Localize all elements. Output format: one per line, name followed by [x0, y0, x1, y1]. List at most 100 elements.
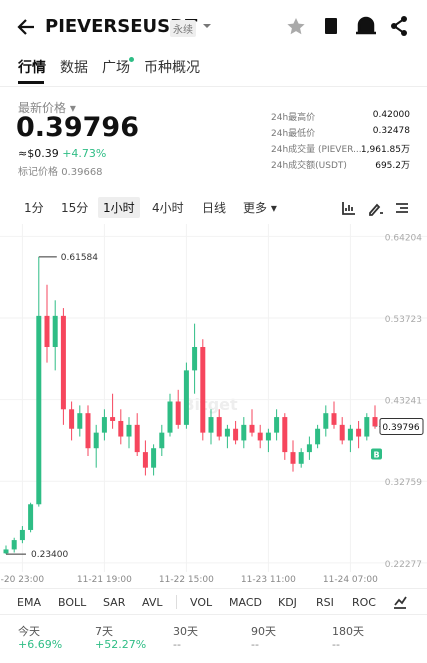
- indicator[interactable]: SAR: [103, 596, 126, 609]
- x-tick-label: 11-21 19:00: [77, 575, 132, 585]
- price-change: +4.73%: [62, 147, 107, 160]
- candle-body: [216, 417, 222, 437]
- last-price: 0.39796: [16, 112, 139, 143]
- indicator[interactable]: MACD: [229, 596, 262, 609]
- indicator[interactable]: BOLL: [58, 596, 87, 609]
- candle-body: [274, 417, 280, 433]
- buy-marker: B: [373, 450, 379, 459]
- indicator[interactable]: RSI: [316, 596, 334, 609]
- candle-body: [265, 432, 271, 441]
- symbol: PIEVERSEUSDT: [45, 16, 198, 37]
- tab[interactable]: 广场: [102, 60, 130, 76]
- stat-label: 24h成交额(USDT): [271, 161, 347, 171]
- header-icons: [17, 16, 407, 36]
- indicator-settings[interactable]: [392, 594, 408, 610]
- symbol-dropdown[interactable]: [203, 24, 211, 28]
- x-tick-label: -20 23:00: [1, 575, 45, 585]
- chart-type-icon[interactable]: [342, 202, 355, 215]
- share-icon[interactable]: [391, 16, 407, 36]
- divider: [0, 86, 427, 87]
- period-change: --: [332, 638, 340, 651]
- candle-body: [118, 420, 124, 437]
- indicator-sep: [176, 595, 177, 609]
- indicator[interactable]: VOL: [190, 596, 213, 609]
- candle-body: [110, 417, 116, 421]
- interval[interactable]: 日线: [202, 201, 227, 215]
- candle-chart: Bitget 0.64204 0.53723 0.43241 0.32759 0.222…: [0, 224, 427, 585]
- x-tick-label: 11-24 07:00: [323, 575, 378, 585]
- y-tick-label: 0.22277: [385, 560, 422, 570]
- candle-body: [60, 315, 66, 410]
- mark-label: 标记价格: [18, 167, 58, 178]
- candle-body: [85, 413, 91, 449]
- indicator[interactable]: ROC: [352, 596, 376, 609]
- period-change: +6.69%: [18, 638, 63, 651]
- candle-body: [151, 448, 157, 468]
- period: 180天: [332, 625, 364, 638]
- candle-body: [372, 417, 378, 427]
- buy-marker-box: [371, 448, 382, 460]
- alert-icon[interactable]: [356, 16, 376, 35]
- candle-body: [126, 424, 132, 437]
- candle-body: [257, 432, 263, 441]
- book-icon[interactable]: [325, 18, 337, 34]
- period: 7天: [95, 625, 113, 638]
- stat-value: 0.32478: [372, 126, 410, 136]
- candle-body: [28, 504, 34, 530]
- candle-body: [224, 428, 230, 437]
- candle-body: [331, 413, 337, 425]
- price-label-text: 最新价格: [18, 101, 67, 115]
- price-label: 最新价格 ▾: [18, 101, 76, 115]
- candle-body: [69, 409, 75, 429]
- candle-body: [290, 452, 296, 464]
- current-price: 0.39796: [382, 423, 419, 433]
- interval[interactable]: 1小时: [98, 197, 140, 218]
- candle-body: [315, 428, 321, 445]
- candle-body: [347, 428, 353, 441]
- stat-label: 24h最高价: [271, 113, 316, 123]
- interval[interactable]: 1分: [24, 201, 44, 215]
- candle-body: [241, 424, 247, 441]
- period: 今天: [18, 625, 40, 638]
- stat-label: 24h成交量 (PIEVER...: [271, 145, 362, 155]
- candle-body: [134, 424, 140, 453]
- stat-label: 24h最低价: [271, 129, 316, 139]
- indicator[interactable]: EMA: [17, 596, 41, 609]
- interval[interactable]: 4小时: [152, 201, 184, 215]
- max-label: 0.61584: [61, 253, 98, 263]
- candle-body: [323, 413, 329, 429]
- min-label: 0.23400: [31, 550, 68, 560]
- tab[interactable]: 币种概况: [144, 60, 200, 76]
- stat-value: 0.42000: [372, 110, 410, 120]
- back-button[interactable]: [17, 19, 34, 35]
- indicator[interactable]: AVL: [142, 596, 163, 609]
- tab[interactable]: 行情: [18, 60, 46, 76]
- candle-body: [249, 424, 255, 433]
- draw-icon[interactable]: [369, 203, 383, 216]
- stat-value: 1,961.85万: [360, 145, 410, 155]
- candle-body: [298, 452, 304, 464]
- y-tick-label: 0.64204: [385, 233, 422, 243]
- tab[interactable]: 数据: [60, 60, 88, 76]
- candle-body: [36, 315, 42, 505]
- candle-body: [52, 315, 58, 348]
- indicator[interactable]: KDJ: [278, 596, 297, 609]
- candle-body: [167, 401, 173, 433]
- y-tick-label: 0.32759: [385, 478, 422, 488]
- tab-dot: [129, 57, 134, 62]
- candle-body: [175, 401, 181, 425]
- candle-body: [142, 452, 148, 468]
- candle-body: [11, 540, 17, 550]
- candle-body: [192, 347, 198, 371]
- candle-body: [208, 417, 214, 433]
- candle-body: [19, 529, 25, 541]
- settings-icon[interactable]: [396, 203, 408, 213]
- favorite-icon[interactable]: [287, 18, 305, 35]
- y-tick-label: 0.53723: [385, 315, 422, 325]
- interval[interactable]: 更多 ▾: [243, 201, 277, 215]
- interval[interactable]: 15分: [61, 201, 89, 215]
- candle-body: [233, 428, 239, 441]
- candle-body: [159, 432, 165, 449]
- tab-underline: [18, 81, 44, 84]
- price-box: [379, 417, 424, 435]
